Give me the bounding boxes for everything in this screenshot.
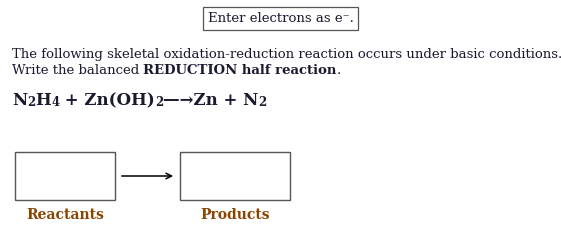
Text: The following skeletal oxidation-reduction reaction occurs under basic condition: The following skeletal oxidation-reducti… [12,48,561,61]
Text: 2: 2 [155,96,163,109]
Text: Enter electrons as e⁻.: Enter electrons as e⁻. [208,12,353,25]
Text: Write the balanced: Write the balanced [12,64,144,77]
Text: .: . [337,64,341,77]
Text: 4: 4 [51,96,59,109]
Text: + Zn(OH): + Zn(OH) [59,92,155,109]
Text: 2: 2 [259,96,266,109]
Text: REDUCTION half reaction: REDUCTION half reaction [144,64,337,77]
Text: Reactants: Reactants [26,208,104,222]
Text: Products: Products [200,208,270,222]
Bar [180,152,290,200]
Text: N: N [12,92,27,109]
Text: 2: 2 [27,96,35,109]
Text: H: H [35,92,51,109]
Text: —→Zn + N: —→Zn + N [163,92,259,109]
Bar [15,152,115,200]
